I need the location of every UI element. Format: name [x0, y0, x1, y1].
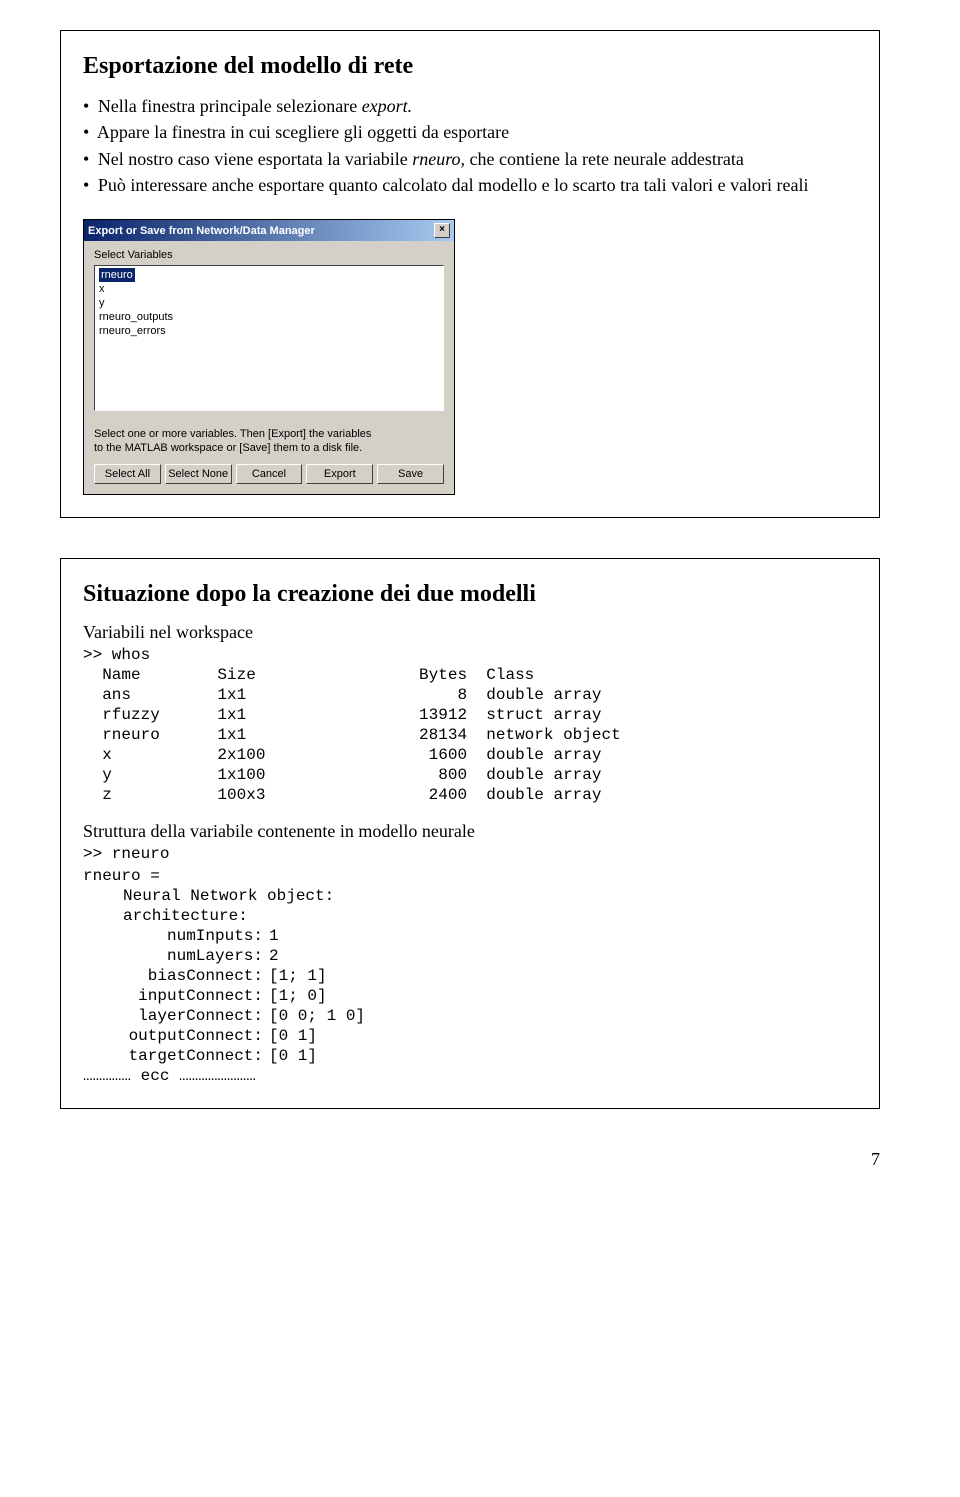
list-item[interactable]: rneuro_outputs — [99, 310, 439, 324]
arch-row: numLayers:2 — [83, 946, 857, 966]
rneuro-eq: rneuro = — [83, 866, 857, 886]
struct-heading: Struttura della variabile contenente in … — [83, 821, 857, 842]
arch-value: 2 — [269, 946, 279, 966]
vars-heading: Variabili nel workspace — [83, 622, 857, 643]
dialog-body: Select Variables rneuro x y rneuro_outpu… — [84, 241, 454, 494]
arch-value: [0 1] — [269, 1026, 317, 1046]
bullet-2: Appare la finestra in cui scegliere gli … — [83, 120, 857, 144]
list-item[interactable]: x — [99, 282, 439, 296]
variables-listbox[interactable]: rneuro x y rneuro_outputs rneuro_errors — [94, 265, 444, 411]
arch-key: inputConnect: — [83, 986, 269, 1006]
arch-value: [1; 1] — [269, 966, 327, 986]
dialog-titlebar: Export or Save from Network/Data Manager… — [84, 220, 454, 241]
bullet-4: Può interessare anche esportare quanto c… — [83, 173, 857, 197]
export-dialog: Export or Save from Network/Data Manager… — [83, 219, 455, 495]
export-button[interactable]: Export — [306, 464, 373, 484]
whos-table: Name Size Bytes Class ans 1x1 8 double a… — [83, 665, 857, 805]
page-number: 7 — [60, 1149, 900, 1170]
close-icon[interactable]: × — [434, 223, 450, 238]
bullet-2-pre: Appare la finestra in cui scegliere gli … — [97, 122, 509, 142]
rneuro-output: rneuro = Neural Network object: architec… — [83, 866, 857, 1086]
bullet-1-em: export. — [362, 96, 412, 116]
slide-2: Situazione dopo la creazione dei due mod… — [60, 558, 880, 1109]
dialog-buttons: Select All Select None Cancel Export Sav… — [94, 464, 444, 484]
arch-value: 1 — [269, 926, 279, 946]
save-button[interactable]: Save — [377, 464, 444, 484]
ecc-line: …………… ecc …………………… — [83, 1066, 857, 1086]
arch-key: biasConnect: — [83, 966, 269, 986]
slide-1-title: Esportazione del modello di rete — [83, 53, 857, 80]
arch-value: [0 0; 1 0] — [269, 1006, 365, 1026]
dialog-instruction: Select one or more variables. Then [Expo… — [94, 427, 444, 456]
arch-row: outputConnect:[0 1] — [83, 1026, 857, 1046]
architecture-label: architecture: — [83, 906, 857, 926]
bullet-4-pre: Può interessare anche esportare quanto c… — [98, 175, 809, 195]
nn-object-label: Neural Network object: — [83, 886, 857, 906]
bullet-1: Nella finestra principale selezionare ex… — [83, 94, 857, 118]
arch-row: targetConnect:[0 1] — [83, 1046, 857, 1066]
cancel-button[interactable]: Cancel — [236, 464, 303, 484]
slide-2-title: Situazione dopo la creazione dei due mod… — [83, 581, 857, 608]
bullet-3: Nel nostro caso viene esportata la varia… — [83, 147, 857, 171]
rneuro-command: >> rneuro — [83, 844, 857, 864]
arch-value: [1; 0] — [269, 986, 327, 1006]
arch-value: [0 1] — [269, 1046, 317, 1066]
arch-row: biasConnect:[1; 1] — [83, 966, 857, 986]
arch-key: targetConnect: — [83, 1046, 269, 1066]
arch-row: inputConnect:[1; 0] — [83, 986, 857, 1006]
dialog-title-text: Export or Save from Network/Data Manager — [88, 225, 315, 237]
arch-key: numLayers: — [83, 946, 269, 966]
select-variables-label: Select Variables — [94, 249, 444, 261]
arch-row: numInputs:1 — [83, 926, 857, 946]
arch-key: outputConnect: — [83, 1026, 269, 1046]
arch-key: layerConnect: — [83, 1006, 269, 1026]
list-item[interactable]: rneuro — [99, 268, 135, 282]
arch-row: layerConnect:[0 0; 1 0] — [83, 1006, 857, 1026]
dialog-container: Export or Save from Network/Data Manager… — [83, 219, 857, 495]
list-item[interactable]: y — [99, 296, 439, 310]
bullet-1-pre: Nella finestra principale selezionare — [98, 96, 362, 116]
list-item[interactable]: rneuro_errors — [99, 324, 439, 338]
select-none-button[interactable]: Select None — [165, 464, 232, 484]
bullet-3-post: che contiene la rete neurale addestrata — [465, 149, 744, 169]
bullet-3-pre: Nel nostro caso viene esportata la varia… — [98, 149, 412, 169]
select-all-button[interactable]: Select All — [94, 464, 161, 484]
whos-command: >> whos — [83, 645, 857, 665]
arch-key: numInputs: — [83, 926, 269, 946]
slide-1: Esportazione del modello di rete Nella f… — [60, 30, 880, 518]
bullet-3-em: rneuro, — [412, 149, 465, 169]
